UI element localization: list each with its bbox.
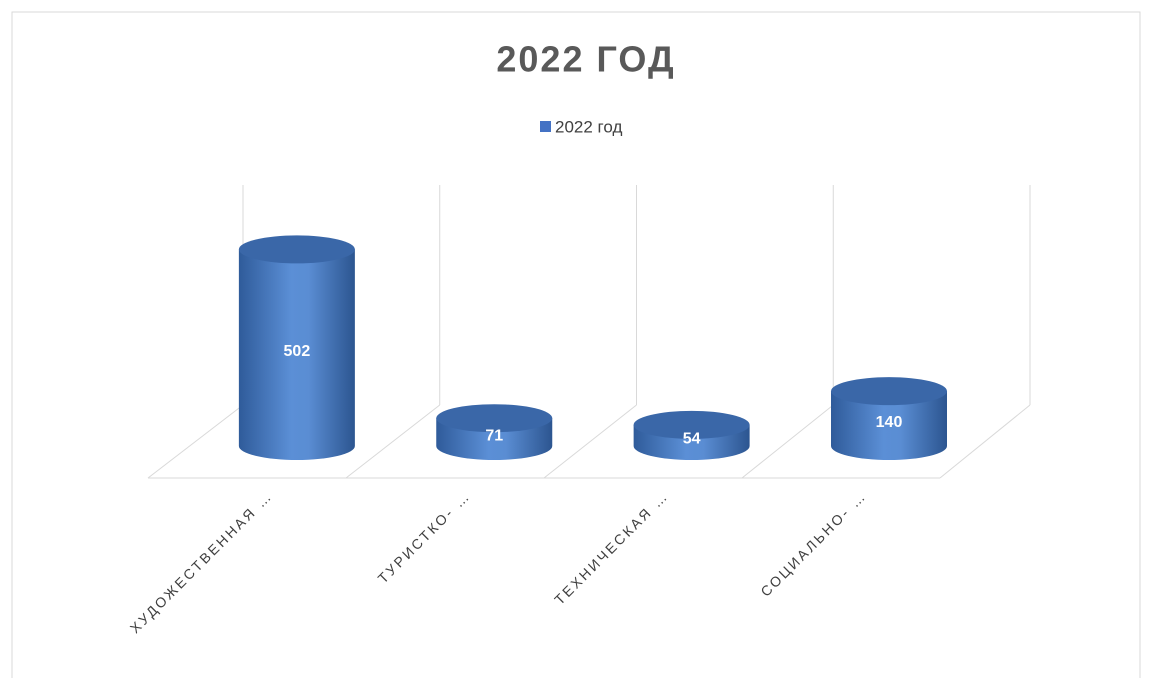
floor-line (939, 404, 1031, 479)
data-label: 502 (284, 343, 311, 360)
bar (831, 391, 947, 460)
data-label: 71 (485, 427, 503, 444)
x-tick-label: ХУДОЖЕСТВЕННАЯ … (127, 487, 276, 636)
bar-top (633, 410, 750, 439)
bar-top (831, 377, 947, 406)
x-tick-label: ТУРИСТКО- … (375, 487, 474, 586)
x-tick-label: ТЕХНИЧЕСКАЯ … (551, 487, 671, 607)
chart-title: 2022 ГОД (496, 39, 675, 80)
data-label: 140 (876, 414, 903, 431)
bar-top (238, 235, 355, 264)
floor-line (147, 404, 244, 479)
floor-line (741, 404, 834, 479)
floor-line (543, 404, 637, 479)
bar-top (436, 404, 553, 433)
legend-label: 2022 год (555, 117, 622, 136)
legend-swatch (540, 121, 551, 132)
x-tick-label: СОЦИАЛЬНО- … (757, 487, 869, 599)
bar (238, 249, 355, 460)
bars: 502 ХУДОЖЕСТВЕННАЯ … 71 ТУРИСТКО- … 54 ТЕХНИЧ… (127, 235, 947, 636)
data-label: 54 (683, 431, 701, 448)
floor-line (345, 404, 441, 479)
frame (11, 11, 1141, 678)
floor (147, 185, 1031, 479)
